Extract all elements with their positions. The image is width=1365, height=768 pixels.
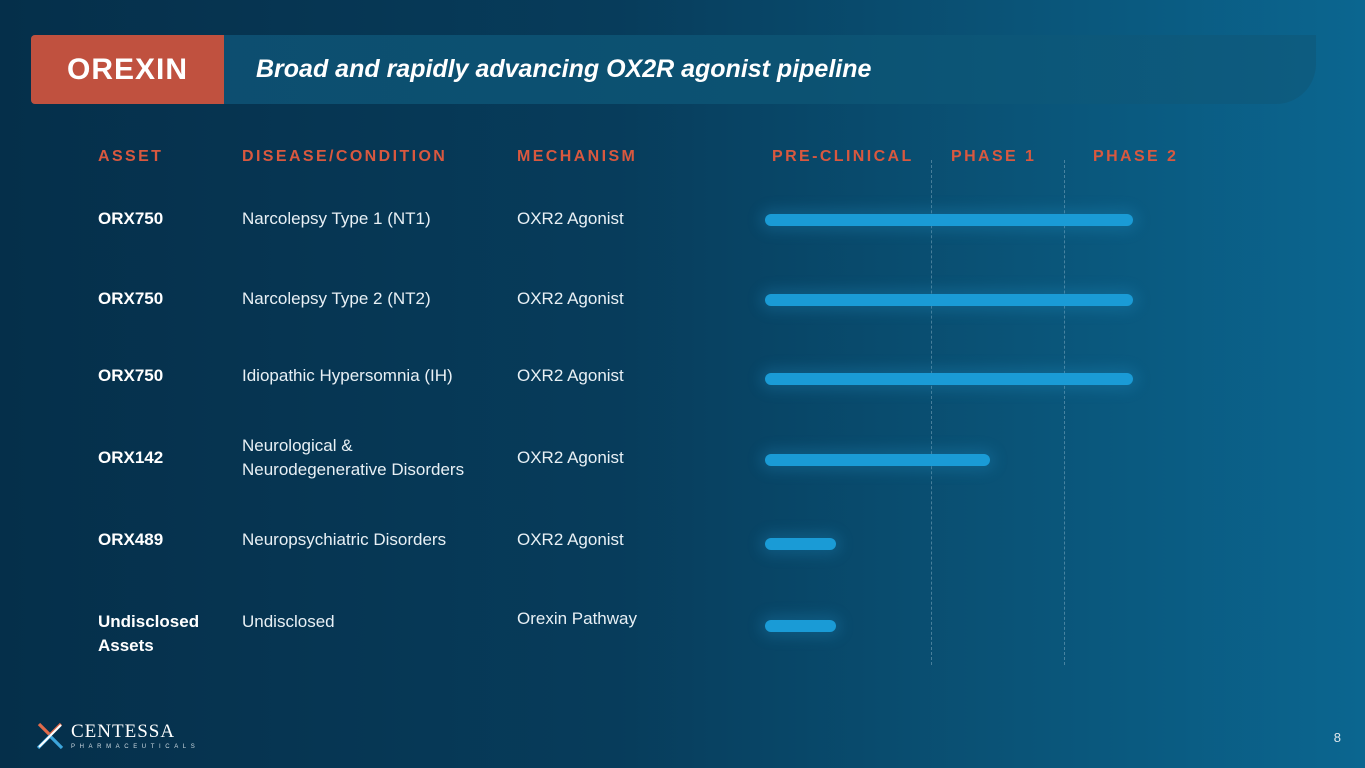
disease-name: Idiopathic Hypersomnia (IH) — [242, 366, 453, 385]
title-banner: OREXIN Broad and rapidly advancing OX2R … — [31, 35, 1316, 104]
asset-name: ORX489 — [98, 530, 164, 549]
progress-bar — [765, 373, 1133, 385]
progress-bar — [765, 538, 836, 550]
slide-title: Broad and rapidly advancing OX2R agonist… — [256, 55, 872, 83]
mechanism: OXR2 Agonist — [517, 530, 624, 549]
asset-name: ORX750 — [98, 209, 164, 228]
header-phase1: PHASE 1 — [951, 148, 1037, 165]
disease-line: Neurological & — [242, 436, 353, 455]
header-disease: DISEASE/CONDITION — [242, 148, 448, 165]
section-tag: OREXIN — [31, 35, 224, 104]
header-asset: ASSET — [98, 148, 164, 165]
header-phase2: PHASE 2 — [1093, 148, 1179, 165]
mechanism: Orexin Pathway — [517, 609, 637, 628]
phase-divider — [931, 160, 932, 665]
disease-name: Neurological & Neurodegenerative Disorde… — [242, 434, 464, 482]
logo-x-icon — [36, 722, 64, 750]
progress-bar — [765, 214, 1133, 226]
disease-name: Undisclosed — [242, 612, 335, 631]
centessa-logo: CENTESSA PHARMACEUTICALS — [35, 721, 199, 751]
logo-subtitle: PHARMACEUTICALS — [71, 744, 200, 750]
asset-line: Undisclosed — [98, 612, 200, 631]
page-number: 8 — [1333, 730, 1341, 745]
asset-name: ORX750 — [98, 366, 164, 385]
mechanism: OXR2 Agonist — [517, 209, 624, 228]
progress-bar — [765, 294, 1133, 306]
disease-name: Neuropsychiatric Disorders — [242, 530, 447, 549]
asset-name: Undisclosed Assets — [98, 610, 199, 658]
asset-name: ORX142 — [98, 448, 164, 467]
disease-name: Narcolepsy Type 2 (NT2) — [242, 289, 431, 308]
progress-bar — [765, 620, 836, 632]
logo-name: CENTESSA — [71, 721, 176, 742]
header-preclinical: PRE-CLINICAL — [772, 148, 914, 165]
mechanism: OXR2 Agonist — [517, 366, 624, 385]
phase-divider — [1064, 160, 1065, 665]
mechanism: OXR2 Agonist — [517, 448, 624, 467]
asset-name: ORX750 — [98, 289, 164, 308]
header-mechanism: MECHANISM — [517, 148, 638, 165]
disease-name: Narcolepsy Type 1 (NT1) — [242, 209, 431, 228]
progress-bar — [765, 454, 990, 466]
mechanism: OXR2 Agonist — [517, 289, 624, 308]
disease-line: Neurodegenerative Disorders — [242, 460, 465, 479]
asset-line: Assets — [98, 636, 154, 655]
